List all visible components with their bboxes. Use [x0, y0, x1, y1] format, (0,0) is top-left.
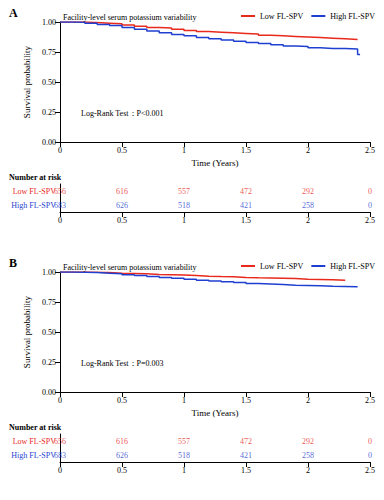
svg-text:High FL-SPV: High FL-SPV — [11, 201, 56, 210]
svg-text:0.00: 0.00 — [42, 388, 56, 397]
svg-text:Facility-level serum potassium: Facility-level serum potassium variabili… — [63, 263, 197, 272]
svg-text:1.00: 1.00 — [42, 268, 56, 277]
svg-text:Low FL-SPV: Low FL-SPV — [260, 262, 304, 271]
svg-text:1.5: 1.5 — [241, 396, 251, 405]
svg-text:0: 0 — [58, 216, 62, 225]
svg-text:Low FL-SPV: Low FL-SPV — [13, 187, 57, 196]
svg-text:Log-Rank Test：P<0.001: Log-Rank Test：P<0.001 — [81, 109, 163, 118]
svg-text:626: 626 — [116, 201, 128, 210]
svg-text:0: 0 — [58, 396, 62, 405]
svg-text:0: 0 — [368, 187, 372, 196]
svg-text:0: 0 — [368, 437, 372, 446]
svg-text:518: 518 — [178, 451, 190, 460]
svg-text:1: 1 — [182, 466, 186, 475]
svg-text:421: 421 — [240, 201, 252, 210]
svg-text:1: 1 — [182, 396, 186, 405]
svg-text:0: 0 — [58, 466, 62, 475]
svg-text:0.5: 0.5 — [117, 466, 127, 475]
svg-text:1.5: 1.5 — [241, 466, 251, 475]
svg-text:A: A — [9, 6, 18, 20]
svg-text:0: 0 — [368, 201, 372, 210]
svg-text:258: 258 — [302, 451, 314, 460]
svg-text:2.5: 2.5 — [365, 146, 375, 155]
svg-text:518: 518 — [178, 201, 190, 210]
svg-text:0.5: 0.5 — [117, 146, 127, 155]
svg-text:683: 683 — [54, 201, 66, 210]
svg-text:Time (Years): Time (Years) — [191, 408, 238, 418]
svg-text:2.5: 2.5 — [365, 396, 375, 405]
svg-text:1.5: 1.5 — [241, 146, 251, 155]
svg-text:616: 616 — [116, 187, 128, 196]
svg-text:Time (Years): Time (Years) — [191, 158, 238, 168]
svg-text:472: 472 — [240, 437, 252, 446]
svg-text:0.00: 0.00 — [42, 138, 56, 147]
svg-text:0.75: 0.75 — [42, 48, 56, 57]
svg-text:626: 626 — [116, 451, 128, 460]
svg-text:2: 2 — [306, 216, 310, 225]
svg-text:557: 557 — [178, 187, 190, 196]
svg-text:421: 421 — [240, 451, 252, 460]
svg-text:0.25: 0.25 — [42, 108, 56, 117]
svg-text:1.5: 1.5 — [241, 216, 251, 225]
svg-text:2.5: 2.5 — [365, 466, 375, 475]
svg-text:Number at risk: Number at risk — [9, 173, 62, 182]
svg-text:1: 1 — [182, 216, 186, 225]
svg-text:0.5: 0.5 — [117, 216, 127, 225]
svg-text:0: 0 — [368, 451, 372, 460]
svg-text:Number at risk: Number at risk — [9, 423, 62, 432]
svg-text:Low FL-SPV: Low FL-SPV — [13, 437, 57, 446]
svg-text:Log-Rank Test：P=0.003: Log-Rank Test：P=0.003 — [81, 359, 163, 368]
svg-text:472: 472 — [240, 187, 252, 196]
svg-text:656: 656 — [54, 187, 66, 196]
svg-text:0.25: 0.25 — [42, 358, 56, 367]
svg-text:0.50: 0.50 — [42, 328, 56, 337]
svg-text:292: 292 — [302, 437, 314, 446]
svg-text:B: B — [9, 256, 17, 270]
svg-text:2: 2 — [306, 146, 310, 155]
svg-text:Low FL-SPV: Low FL-SPV — [260, 12, 304, 21]
svg-text:557: 557 — [178, 437, 190, 446]
svg-text:2: 2 — [306, 466, 310, 475]
svg-text:656: 656 — [54, 437, 66, 446]
svg-text:High FL-SPV: High FL-SPV — [11, 451, 56, 460]
svg-text:High FL-SPV: High FL-SPV — [330, 12, 375, 21]
svg-text:683: 683 — [54, 451, 66, 460]
svg-text:1: 1 — [182, 146, 186, 155]
svg-text:0.5: 0.5 — [117, 396, 127, 405]
svg-text:High FL-SPV: High FL-SPV — [330, 262, 375, 271]
svg-text:Survival probability: Survival probability — [22, 295, 32, 368]
svg-text:Facility-level serum potassium: Facility-level serum potassium variabili… — [63, 13, 197, 22]
svg-text:Survival probability: Survival probability — [22, 45, 32, 118]
svg-text:616: 616 — [116, 437, 128, 446]
svg-text:292: 292 — [302, 187, 314, 196]
svg-text:0.50: 0.50 — [42, 78, 56, 87]
svg-text:1.00: 1.00 — [42, 18, 56, 27]
svg-text:258: 258 — [302, 201, 314, 210]
svg-text:0: 0 — [58, 146, 62, 155]
svg-text:2: 2 — [306, 396, 310, 405]
svg-text:2.5: 2.5 — [365, 216, 375, 225]
svg-text:0.75: 0.75 — [42, 298, 56, 307]
